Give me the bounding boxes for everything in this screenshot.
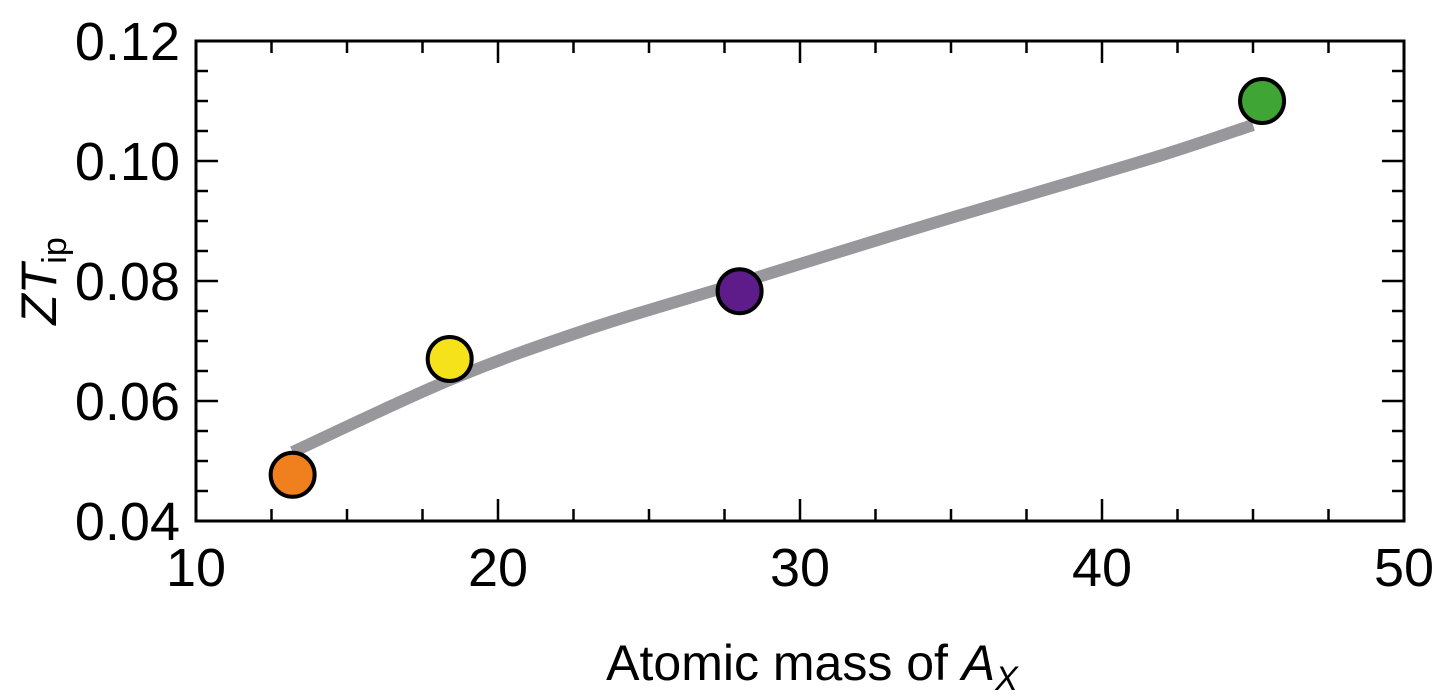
data-point — [268, 450, 317, 499]
x-axis-title-italic: A — [959, 635, 995, 691]
x-tick-labels: 10 20 30 40 50 — [166, 538, 1434, 598]
data-point — [1238, 77, 1287, 125]
fit-curve — [290, 119, 1255, 458]
y-tick-label: 0.08 — [75, 252, 180, 312]
y-tick-labels: 0.04 0.06 0.08 0.10 0.12 — [75, 12, 180, 552]
y-tick-label: 0.12 — [75, 12, 180, 72]
y-tick-label: 0.10 — [75, 132, 180, 192]
x-axis-title-main: Atomic mass of — [606, 635, 962, 691]
plot-frame — [194, 39, 1406, 523]
axis-ticks — [194, 39, 1406, 523]
fit-line — [290, 119, 1255, 458]
x-tick-label: 30 — [770, 538, 830, 598]
x-axis-title: Atomic mass of AX — [606, 635, 1019, 698]
x-tick-label: 20 — [468, 538, 528, 598]
data-point — [425, 335, 474, 383]
y-axis-title: ZTip — [11, 237, 74, 326]
y-tick-label: 0.04 — [75, 492, 180, 552]
y-axis-title-subscript: ip — [36, 237, 74, 263]
data-point — [715, 267, 764, 316]
y-tick-label: 0.06 — [75, 372, 180, 432]
data-points — [268, 77, 1287, 499]
x-tick-label: 40 — [1072, 538, 1132, 598]
x-tick-label: 10 — [166, 538, 226, 598]
x-tick-label: 50 — [1374, 538, 1434, 598]
x-axis-title-subscript: X — [994, 660, 1019, 698]
y-axis-title-italic: ZT — [11, 260, 67, 326]
